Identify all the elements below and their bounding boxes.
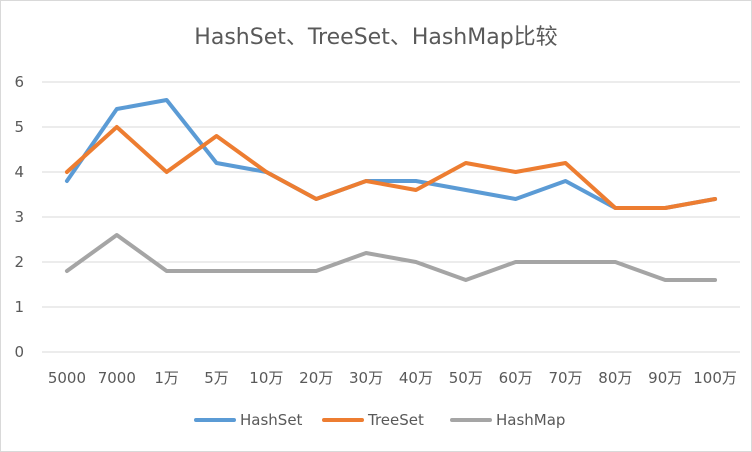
x-tick-label: 100万: [693, 369, 737, 387]
series-line-hashset: [64, 98, 718, 210]
x-tick-label: 5000: [48, 369, 86, 387]
y-tick-label: 2: [14, 253, 24, 271]
x-tick-label: 50万: [449, 369, 483, 387]
x-tick-label: 60万: [499, 369, 533, 387]
x-tick-label: 30万: [349, 369, 383, 387]
x-tick-label: 80万: [598, 369, 632, 387]
gridlines: [42, 81, 740, 353]
y-tick-label: 5: [14, 118, 24, 136]
chart-title: HashSet、TreeSet、HashMap比较: [194, 25, 557, 50]
x-tick-label: 7000: [98, 369, 136, 387]
series-lines: [64, 98, 718, 282]
x-tick-label: 40万: [399, 369, 433, 387]
x-tick-label: 20万: [299, 369, 333, 387]
legend-label: TreeSet: [367, 411, 424, 429]
x-tick-label: 1万: [154, 369, 179, 387]
y-axis-ticks: 0 1 2 3 4 5 6: [14, 73, 24, 361]
x-tick-label: 70万: [548, 369, 582, 387]
legend-label: HashSet: [240, 411, 303, 429]
y-tick-label: 4: [14, 163, 24, 181]
legend-label: HashMap: [496, 411, 565, 429]
x-tick-label: 5万: [204, 369, 229, 387]
x-axis-ticks: 5000 7000 1万 5万 10万 20万 30万 40万 50万 60万 70万 80万 90万 1…: [48, 369, 737, 387]
legend: HashSet TreeSet HashMap: [194, 411, 565, 429]
y-tick-label: 3: [14, 208, 24, 226]
x-tick-label: 90万: [648, 369, 682, 387]
series-line-hashmap: [64, 233, 718, 282]
x-tick-label: 10万: [249, 369, 283, 387]
y-tick-label: 0: [14, 343, 24, 361]
y-tick-label: 1: [14, 298, 24, 316]
y-tick-label: 6: [14, 73, 24, 91]
series-line-treeset: [64, 125, 718, 210]
